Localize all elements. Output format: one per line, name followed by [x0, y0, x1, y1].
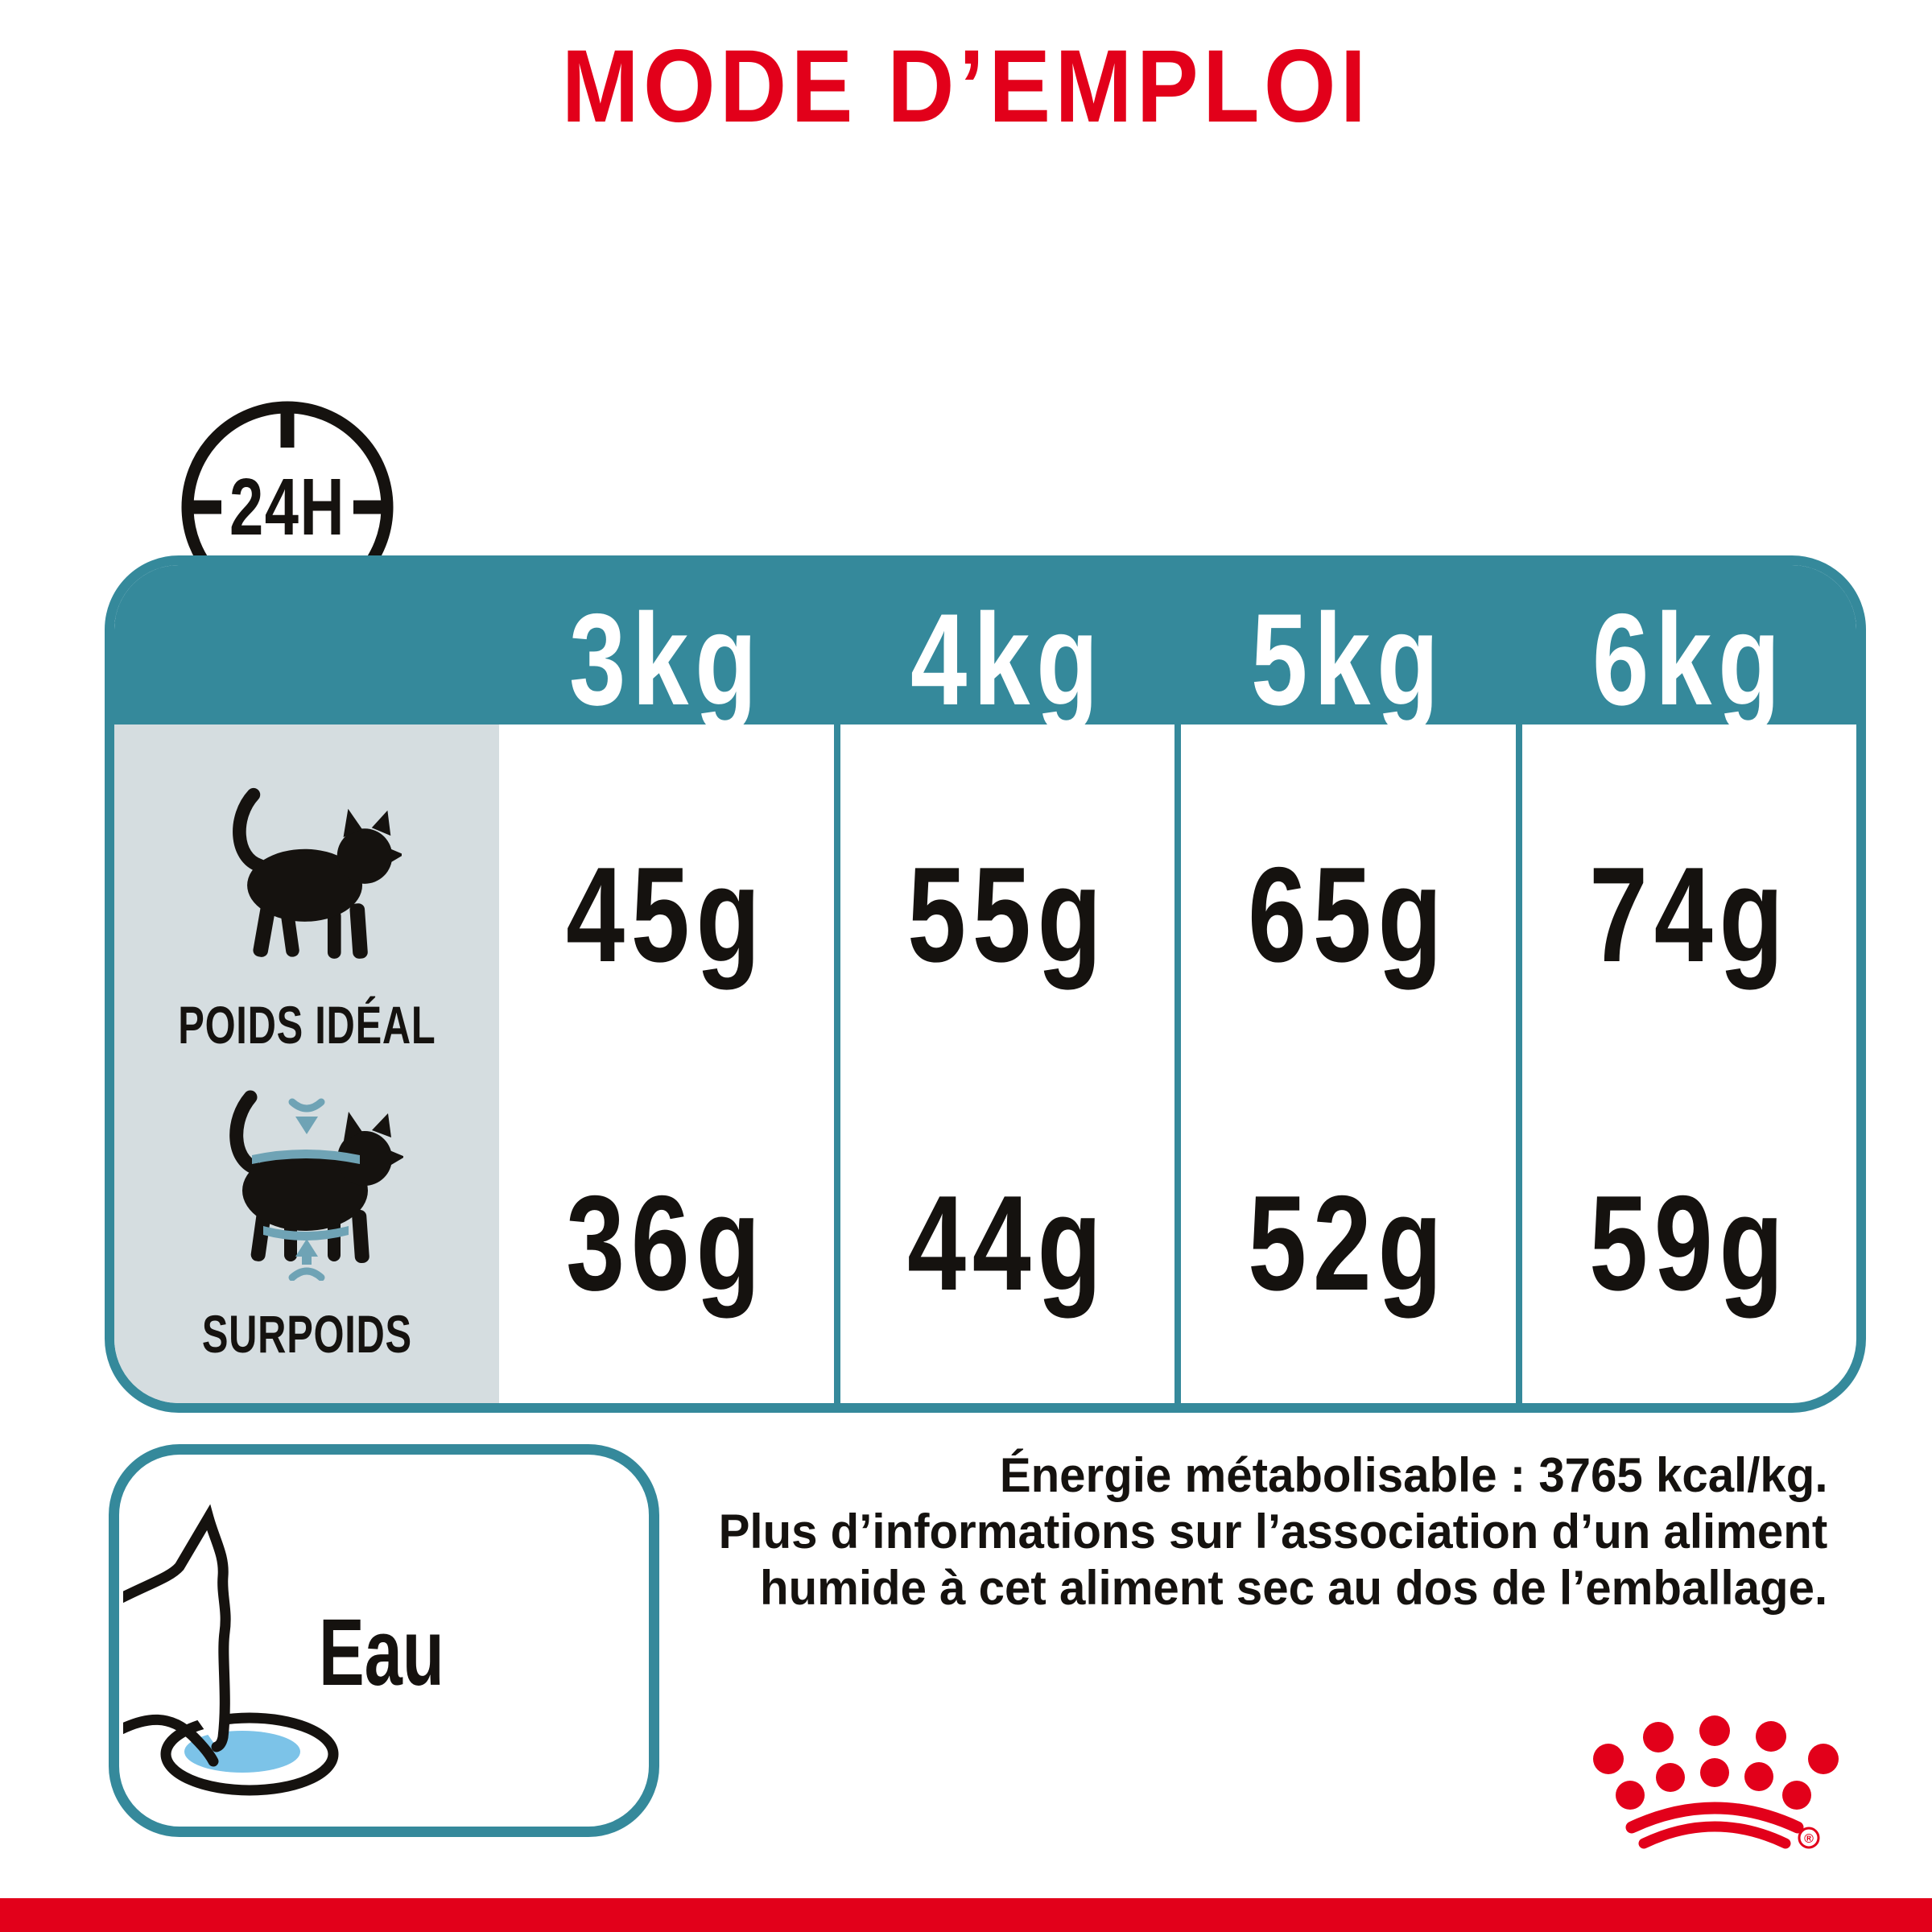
column-5kg: 65g 52g [1174, 724, 1516, 1403]
column-3kg: 45g 36g [499, 724, 834, 1403]
feeding-table: 3kg 4kg 5kg 6kg [105, 555, 1866, 1413]
weight-header-label: 6kg [1591, 587, 1786, 733]
weight-header-4kg: 4kg [833, 565, 1175, 733]
ration-value: 55g [906, 838, 1108, 990]
page-title: MODE D’EMPLOI [561, 29, 1371, 144]
ration-value-cell: 65g [1181, 724, 1516, 1084]
ration-value-cell: 44g [840, 1084, 1175, 1403]
footer-red-bar [0, 1898, 1932, 1932]
water-box: Eau [109, 1444, 659, 1837]
registered-mark: ® [1804, 1832, 1814, 1846]
ideal-weight-cat-icon [232, 787, 402, 959]
royal-canin-crown-logo: ® [1593, 1715, 1839, 1849]
column-4kg: 55g 44g [833, 724, 1175, 1403]
ideal-weight-row-label-cell: POIDS IDÉAL [114, 724, 499, 1081]
water-label: Eau [319, 1600, 444, 1706]
ration-value-cell: 52g [1181, 1084, 1516, 1403]
weight-header-5kg: 5kg [1174, 565, 1516, 733]
ration-value: 36g [566, 1167, 767, 1319]
row-label: SURPOIDS [201, 1304, 412, 1364]
weight-header-label: 4kg [910, 587, 1104, 733]
ration-value: 65g [1248, 838, 1449, 990]
weight-header-3kg: 3kg [499, 565, 834, 733]
feeding-table-header: 3kg 4kg 5kg 6kg [114, 565, 1857, 733]
energy-line-1: Énergie métabolisable : 3765 kcal/kg. [999, 1448, 1827, 1502]
ration-value: 45g [566, 838, 767, 990]
column-6kg: 74g 59g [1515, 724, 1857, 1403]
feeding-table-body: POIDS IDÉAL [114, 724, 1856, 1403]
ration-value: 74g [1588, 838, 1790, 990]
ration-value-cell: 74g [1522, 724, 1857, 1084]
header-spacer [114, 565, 499, 724]
row-label-column: POIDS IDÉAL [114, 724, 499, 1403]
ration-value-cell: 59g [1522, 1084, 1857, 1403]
weight-header-label: 5kg [1251, 587, 1446, 733]
ration-value: 52g [1248, 1167, 1449, 1319]
clock-label: 24H [229, 461, 345, 552]
ration-value-cell: 36g [499, 1084, 834, 1403]
overweight-row-label-cell: SURPOIDS [114, 1081, 499, 1403]
weight-header-label: 3kg [569, 587, 764, 733]
cat-drinking-water-icon [123, 1504, 339, 1796]
overweight-cat-icon [229, 1090, 403, 1281]
ration-value-cell: 45g [499, 724, 834, 1084]
row-label: POIDS IDÉAL [177, 995, 436, 1055]
energy-note: Énergie métabolisable : 3765 kcal/kg. Pl… [684, 1447, 1827, 1616]
ration-value-cell: 55g [840, 724, 1175, 1084]
ration-value: 59g [1588, 1167, 1790, 1319]
energy-line-2: Plus d’informations sur l’association d’… [718, 1505, 1827, 1558]
weight-header-6kg: 6kg [1515, 565, 1857, 733]
ration-value: 44g [906, 1167, 1108, 1319]
energy-line-3: humide à cet aliment sec au dos de l’emb… [759, 1561, 1827, 1615]
